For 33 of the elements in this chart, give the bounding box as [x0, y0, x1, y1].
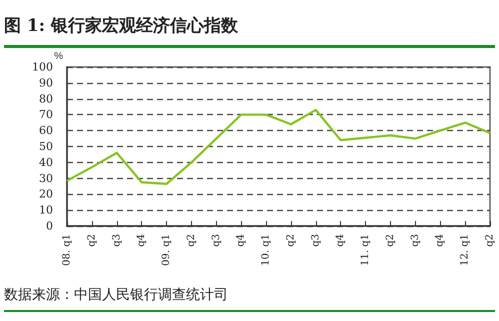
y-axis-title: % [54, 51, 64, 62]
x-tick-label: q3 [310, 234, 322, 247]
x-tick-label: q2 [86, 234, 98, 247]
x-tick-label: q4 [136, 234, 148, 247]
y-tick-label: 70 [39, 108, 53, 122]
x-tick-label: q2 [285, 234, 296, 247]
source-note: 数据来源：中国人民银行调查统计司 [4, 286, 495, 312]
x-tick-label: 08. q1 [62, 234, 72, 266]
x-tick-label: q2 [186, 234, 197, 247]
y-tick-label: 60 [39, 124, 53, 138]
y-tick-label: 30 [39, 172, 53, 185]
y-tick-label: 0 [46, 220, 53, 232]
x-tick-label: 11. q1 [360, 234, 372, 266]
x-tick-label: q4 [434, 234, 446, 247]
y-tick-label: 80 [39, 92, 53, 106]
y-tick-label: 10 [39, 204, 53, 217]
x-tick-label: q4 [236, 234, 247, 247]
x-tick-label: q3 [111, 234, 122, 247]
x-tick-label: q3 [410, 234, 421, 247]
line-series [66, 108, 492, 185]
y-tick-label: 100 [32, 60, 53, 74]
x-tick-label: 12. q1 [460, 234, 471, 266]
x-tick-label: q2 [484, 234, 496, 247]
x-tick-label: q4 [335, 234, 346, 247]
chart-title: 图 1: 银行家宏观经济信心指数 [4, 14, 495, 48]
y-tick-label: 40 [39, 156, 53, 169]
y-tick-label: 90 [39, 76, 53, 90]
x-tick-label: q3 [210, 234, 222, 247]
x-tick-label: 10. q1 [260, 234, 272, 266]
y-tick-label: 20 [39, 188, 53, 201]
x-tick-label: q2 [384, 234, 396, 247]
x-tick-label: 09. q1 [161, 234, 172, 266]
y-tick-label: 50 [39, 140, 53, 153]
